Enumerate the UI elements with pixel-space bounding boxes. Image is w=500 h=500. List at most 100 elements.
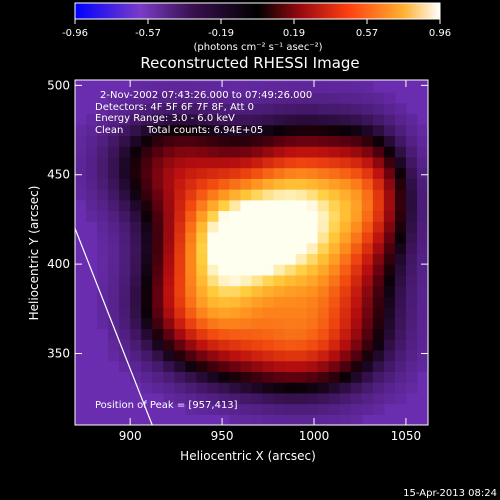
heatmap-cell: [361, 221, 374, 233]
heatmap-cell: [251, 317, 264, 330]
limb-line: [74, 228, 153, 426]
heatmap-cell: [108, 221, 120, 233]
y-tick-label: 450: [47, 168, 70, 182]
heatmap-cell: [317, 103, 330, 115]
heatmap-cell: [317, 403, 330, 415]
heatmap-cell: [86, 124, 98, 137]
heatmap-cell: [273, 210, 286, 222]
heatmap-cell: [196, 92, 208, 104]
y-tick-label: 350: [47, 346, 70, 360]
heatmap-cell: [163, 242, 175, 254]
heatmap-cell: [383, 156, 396, 169]
heatmap-cell: [108, 135, 120, 147]
heatmap-cell: [273, 285, 286, 297]
x-tick-label: 1050: [391, 429, 422, 443]
heatmap-cell: [295, 113, 308, 126]
heatmap-cell: [328, 103, 341, 115]
heatmap-cell: [328, 210, 341, 222]
heatmap-cell: [262, 242, 275, 254]
heatmap-cell: [196, 178, 208, 190]
heatmap-cell: [339, 285, 352, 297]
heatmap-cell: [295, 135, 308, 147]
heatmap-cell: [273, 92, 286, 104]
heatmap-cell: [295, 221, 308, 233]
heatmap-cell: [174, 382, 186, 394]
heatmap-cell: [372, 189, 385, 201]
heatmap-cell: [218, 210, 231, 222]
heatmap-cell: [240, 199, 253, 212]
heatmap-cell: [383, 242, 396, 254]
heatmap-cell: [361, 296, 374, 308]
heatmap-cell: [141, 81, 153, 94]
heatmap-cell: [97, 242, 109, 254]
heatmap-cell: [306, 296, 319, 308]
heatmap-cell: [306, 403, 319, 415]
heatmap-cell: [152, 371, 164, 383]
heatmap-cell: [75, 146, 87, 158]
heatmap-cell: [350, 92, 363, 104]
heatmap-cell: [207, 371, 220, 383]
heatmap-cell: [295, 253, 308, 265]
heatmap-cell: [339, 392, 352, 405]
heatmap-cell: [328, 124, 341, 137]
heatmap-cell: [130, 146, 142, 158]
heatmap-cell: [163, 156, 175, 169]
heatmap-cell: [273, 146, 286, 158]
heatmap-cell: [229, 328, 242, 340]
heatmap-cell: [295, 92, 308, 104]
heatmap-cell: [75, 124, 87, 137]
heatmap-cell: [251, 274, 264, 287]
heatmap-cell: [108, 189, 120, 201]
heatmap-cell: [75, 156, 87, 169]
heatmap-cell: [152, 296, 164, 308]
heatmap-cell: [141, 146, 153, 158]
heatmap-cell: [251, 264, 264, 276]
heatmap-cell: [394, 189, 407, 201]
heatmap-cell: [339, 156, 352, 169]
heatmap-cell: [328, 274, 341, 287]
heatmap-cell: [262, 307, 275, 319]
heatmap-cell: [185, 392, 197, 405]
annotation-total-counts: Total counts: 6.94E+05: [146, 125, 263, 136]
heatmap-cell: [108, 156, 120, 169]
heatmap-cell: [196, 253, 208, 265]
heatmap-cell: [273, 403, 286, 415]
heatmap-cell: [240, 124, 253, 137]
plot-area: 900 950 1000 1050 350 400 450 500: [47, 78, 429, 443]
heatmap-cell: [306, 328, 319, 340]
heatmap-cell: [174, 349, 186, 362]
heatmap-cell: [251, 92, 264, 104]
heatmap-cell: [273, 231, 286, 244]
heatmap-cell: [317, 199, 330, 212]
heatmap-cell: [284, 328, 297, 340]
heatmap-cell: [174, 328, 186, 340]
heatmap-cell: [405, 264, 418, 276]
heatmap-cell: [361, 167, 374, 179]
heatmap-cell: [163, 317, 175, 330]
heatmap-cell: [394, 242, 407, 254]
heatmap-cell: [339, 317, 352, 330]
heatmap-cell: [295, 146, 308, 158]
heatmap-cell: [163, 371, 175, 383]
heatmap-cell: [152, 156, 164, 169]
heatmap-cell: [350, 349, 363, 362]
heatmap-cell: [372, 92, 385, 104]
heatmap-cell: [174, 81, 186, 94]
heatmap-cell: [163, 296, 175, 308]
heatmap-cell: [196, 124, 208, 137]
heatmap-cell: [350, 296, 363, 308]
heatmap-cell: [306, 189, 319, 201]
heatmap-cell: [361, 382, 374, 394]
heatmap-cell: [97, 167, 109, 179]
heatmap-cell: [185, 264, 197, 276]
heatmap-cell: [361, 135, 374, 147]
heatmap-cell: [152, 285, 164, 297]
heatmap-cell: [273, 392, 286, 405]
heatmap-cell: [108, 167, 120, 179]
heatmap-cell: [262, 189, 275, 201]
heatmap-cell: [207, 210, 220, 222]
heatmap-cell: [350, 231, 363, 244]
annotation-peak-position: Position of Peak = [957,413]: [95, 400, 238, 411]
heatmap-cell: [207, 285, 220, 297]
heatmap-cell: [196, 146, 208, 158]
